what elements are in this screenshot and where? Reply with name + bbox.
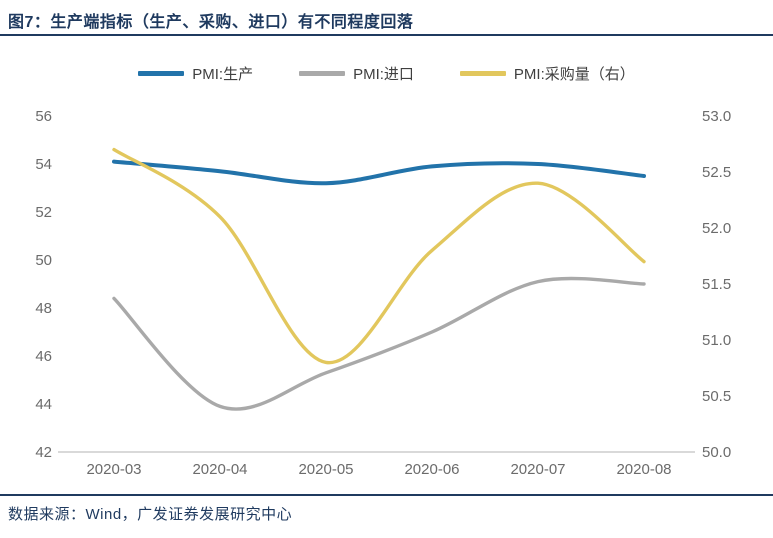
legend-item-pmi-imports: PMI:进口 [299, 63, 414, 84]
right-axis-tick-label: 50.5 [702, 388, 731, 405]
right-axis-tick-label: 52.0 [702, 220, 731, 237]
left-axis-tick-label: 44 [35, 396, 52, 413]
legend-swatch-pmi-production [138, 70, 185, 76]
legend-label-pmi-production: PMI:生产 [192, 65, 254, 83]
title-divider [0, 34, 773, 36]
left-axis-tick-label: 48 [35, 300, 52, 317]
footer-divider [0, 494, 773, 496]
x-axis-tick-label: 2020-04 [192, 461, 247, 478]
right-axis-tick-label: 53.0 [702, 108, 731, 125]
series-line-pmi-production [112, 159, 646, 186]
chart-canvas: 42 44 46 48 50 52 54 56 50.0 50.5 51.0 51.5 52.0 52.5… [35, 108, 731, 478]
series-line-pmi-purchasing-volume [112, 147, 646, 365]
x-axis-tick-label: 2020-07 [510, 461, 565, 478]
x-axis-tick-label: 2020-03 [86, 461, 141, 478]
series-line-pmi-imports [112, 276, 646, 411]
x-axis-tick-label: 2020-06 [404, 461, 459, 478]
left-axis-tick-label: 42 [35, 444, 52, 461]
data-source-note: 数据来源：Wind，广发证券发展研究中心 [8, 506, 293, 523]
x-axis-tick-label: 2020-05 [298, 461, 353, 478]
figure-title: 图7：生产端指标（生产、采购、进口）有不同程度回落 [8, 14, 414, 31]
legend-label-pmi-purchasing-volume: PMI:采购量（右） [513, 65, 635, 83]
chart-legend: PMI:生产 PMI:进口 PMI:采购量（右） [0, 60, 773, 86]
legend-label-pmi-imports: PMI:进口 [353, 65, 414, 83]
left-axis-tick-label: 46 [35, 348, 52, 365]
legend-swatch-pmi-purchasing-volume [459, 70, 506, 76]
left-axis-tick-label: 52 [35, 204, 52, 221]
left-axis-tick-label: 56 [35, 108, 52, 125]
legend-swatch-pmi-imports [299, 70, 346, 76]
x-axis-tick-label: 2020-08 [616, 461, 671, 478]
legend-item-pmi-production: PMI:生产 [138, 63, 253, 84]
right-axis-tick-label: 51.0 [702, 332, 731, 349]
right-axis-tick-label: 51.5 [702, 276, 731, 293]
right-axis-tick-label: 52.5 [702, 164, 731, 181]
chart-area: 42 44 46 48 50 52 54 56 50.0 50.5 51.0 51.5 52.0 52.5… [0, 90, 773, 490]
legend-item-pmi-purchasing-volume: PMI:采购量（右） [459, 63, 635, 84]
left-axis-tick-label: 54 [35, 156, 52, 173]
left-axis-tick-label: 50 [35, 252, 52, 269]
right-axis-tick-label: 50.0 [702, 444, 731, 461]
